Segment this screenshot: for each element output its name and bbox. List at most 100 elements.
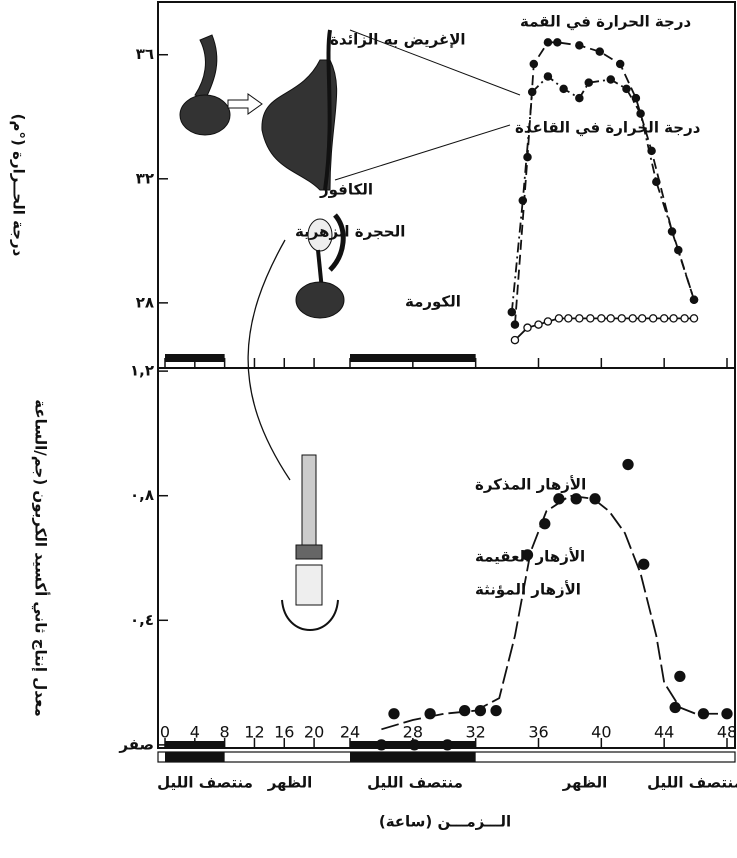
annotation: الكافور [319,181,373,199]
y-tick-label: ٠,٨ [130,486,154,504]
period-label: منتصف الليل [157,774,253,792]
data-point [510,320,520,329]
x-tick-label: 40 [591,723,611,742]
data-point [669,314,678,323]
data-point [441,739,454,751]
series-label: درجة الحرارة في القمة [520,13,691,31]
data-point [637,314,647,323]
x-tick-label: 28 [403,723,423,742]
data-point [388,708,400,720]
data-point [554,314,564,323]
data-point [408,739,421,751]
data-point [575,314,584,323]
data-point [674,245,683,255]
spadix-illustration [281,454,339,631]
y-axis-label: معدل إنتاج ثاني أكسيد الكربون (جم/الساعة [32,399,51,716]
top-frame [157,1,736,369]
data-point [523,323,532,332]
data-point [523,152,532,162]
x-tick-label: 20 [304,723,324,742]
y-tick-label: صفر [118,735,154,753]
x-tick-label: 8 [220,723,230,742]
data-point [521,549,534,561]
data-point [669,701,681,714]
data-point [689,295,699,305]
data-point [628,314,638,323]
data-point [510,335,520,345]
period-label: الظهر [267,774,313,792]
data-point [527,87,537,97]
period-label: منتصف الليل [647,774,737,792]
annotation: الإغريض به الزائدة [330,31,466,49]
y-tick-label: ٢٨ [136,293,154,311]
data-point [375,739,388,751]
series-line [514,41,695,325]
data-point [584,78,594,87]
x-tick-label: 16 [274,723,294,742]
data-point [553,38,562,47]
data-point [559,84,568,94]
y-axis-label: درجة الحــرارة (°م) [10,114,28,257]
night-bar [350,354,476,362]
annotation: الأزهار المذكرة [475,476,586,494]
data-point [597,314,606,323]
data-point [652,177,661,187]
night-bar [165,354,225,362]
data-point [606,75,616,84]
data-point [575,41,584,50]
data-point [595,47,605,56]
annotation: الكورمة [405,293,461,311]
data-point [636,109,645,118]
x-axis-label: الـــزمـــن (ساعة) [379,813,511,831]
data-point [680,314,689,323]
annotation: الحجرة الزهرية [295,223,405,241]
x-tick-label: 12 [244,723,264,742]
series-line [510,75,695,313]
data-point [543,72,553,81]
data-point [638,558,650,570]
period-label: الظهر [562,774,608,792]
x-tick-label: 4 [190,723,200,742]
x-tick-label: 44 [654,723,674,742]
data-point [575,93,584,103]
x-tick-label: 32 [465,723,485,742]
series-line [514,317,695,341]
data-point [490,704,502,717]
x-tick-label: 36 [528,723,548,742]
bottom-frame [157,367,736,749]
data-point [586,314,595,323]
data-point [606,314,616,323]
series-label: درجة الحرارة في القاعدة [515,119,701,137]
y-tick-label: ٣٦ [136,45,154,63]
night-bar [165,752,225,762]
data-point [674,670,686,683]
data-point [543,38,553,47]
x-tick-label: 24 [340,723,360,742]
pointer-arrow [247,239,291,481]
x-tick-label: 0 [160,723,170,742]
data-point [518,196,528,205]
plant-illustration [179,29,346,319]
data-point [615,59,625,69]
data-point [659,314,669,323]
data-point [529,59,539,69]
data-point [648,314,658,323]
x-tick-label: 48 [717,723,737,742]
night-bar [350,752,476,762]
night-bar [165,741,225,749]
data-point [564,314,573,323]
data-point [459,704,471,717]
annotation: الأزهار المؤنثة [475,581,581,599]
data-point [689,314,699,323]
annotation-lines [334,29,521,181]
data-point [507,307,517,317]
data-point [631,93,641,103]
y-tick-label: ٣٢ [136,169,154,187]
y-tick-label: ١,٢ [130,362,154,380]
data-point [534,320,543,329]
data-point [622,84,631,94]
period-label: منتصف الليل [367,774,463,792]
data-point [617,314,627,323]
data-point [543,317,553,326]
